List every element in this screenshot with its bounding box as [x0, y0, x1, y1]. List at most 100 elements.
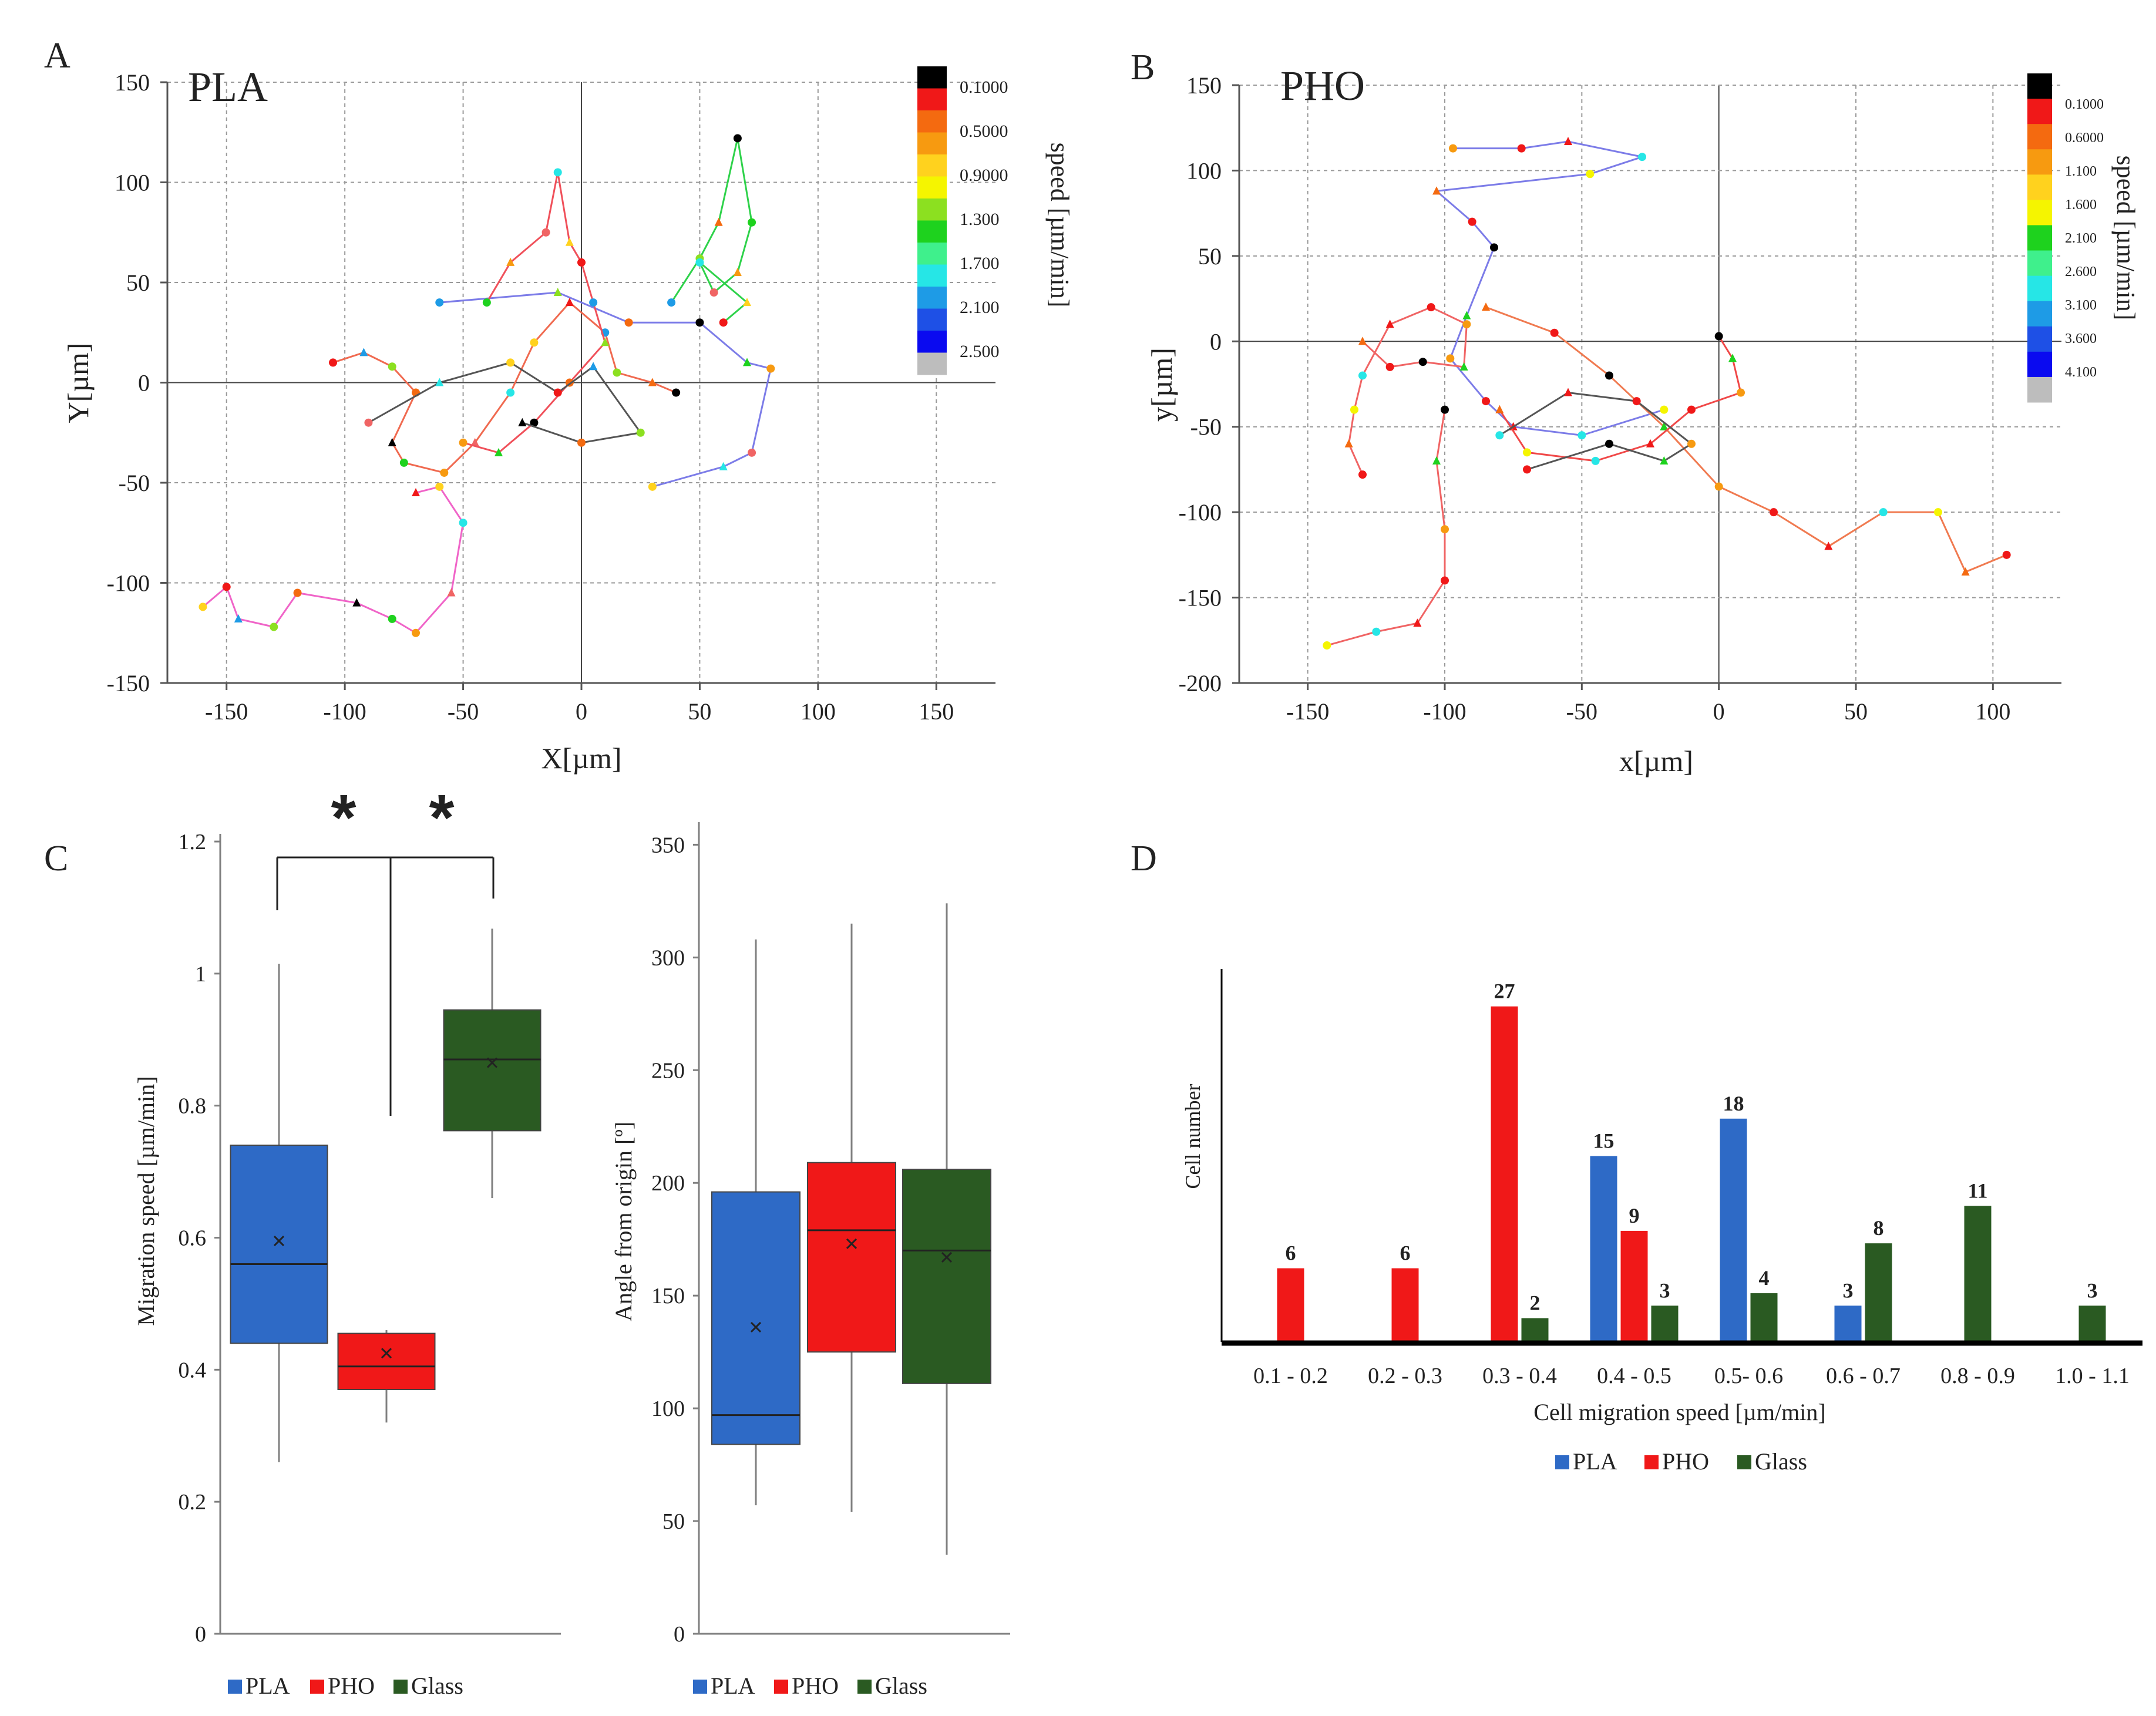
legend-label-glass: Glass: [1755, 1448, 1807, 1475]
track-point: [577, 258, 586, 267]
track-point: [388, 438, 396, 446]
legend-swatch-glass: [857, 1680, 872, 1694]
d-category-label: 0.8 - 0.9: [1940, 1364, 2015, 1388]
track-point: [1482, 302, 1490, 311]
bar-data-label: 6: [1400, 1241, 1411, 1265]
legend-swatch-pho: [310, 1680, 324, 1694]
d-y-axis-label: Cell number: [1181, 1084, 1205, 1189]
track-point: [530, 338, 539, 347]
colorbar-segment: [917, 308, 947, 331]
mean-marker: [750, 1321, 762, 1333]
track-point: [1523, 465, 1531, 474]
track-point: [470, 438, 479, 446]
colorbar-label: 2.100: [960, 298, 1000, 317]
track-point: [565, 237, 574, 246]
track-point: [1728, 354, 1737, 362]
track-point: [1446, 354, 1455, 363]
y-axis-label-b: y[µm]: [1145, 348, 1178, 422]
bar-glass: [1865, 1243, 1892, 1343]
track-point: [719, 318, 728, 327]
d-legend: PLA PHO Glass: [1555, 1448, 1807, 1475]
box-glass: [443, 1009, 541, 1132]
bar-glass: [1964, 1206, 1992, 1343]
track-point: [1358, 371, 1367, 380]
bar-data-label: 2: [1530, 1291, 1541, 1315]
track-point: [1427, 303, 1435, 312]
track-point: [1495, 431, 1504, 440]
colorbar-label: 0.1000: [960, 78, 1008, 97]
y-tick-label: 0.4: [179, 1358, 207, 1382]
angle-boxplot: 350 300 250 200 150 100 50 0 Angle from origin …: [610, 822, 1010, 1699]
colorbar-label: 0.5000: [960, 122, 1008, 141]
colorbar-segment: [2027, 351, 2052, 378]
track-point: [1714, 482, 1723, 491]
colorbar-label: 1.100: [2065, 164, 2097, 179]
colorbar-segment: [2027, 149, 2052, 175]
y-tick-label: 1: [195, 962, 206, 987]
track-point: [714, 217, 723, 226]
track-point: [1432, 456, 1441, 465]
track-point: [553, 388, 562, 397]
panel-letter-d: D: [1131, 839, 1157, 879]
track-point: [667, 298, 676, 307]
track-point: [766, 364, 775, 373]
track-point: [199, 603, 207, 611]
d-category-label: 0.4 - 0.5: [1597, 1364, 1671, 1388]
bar-data-label: 11: [1967, 1179, 1987, 1202]
track-point: [447, 588, 456, 597]
track-line: [1326, 409, 1446, 647]
d-category-label: 0.6 - 0.7: [1826, 1364, 1901, 1388]
x-tick-label: -50: [448, 698, 479, 725]
track-point: [719, 462, 728, 470]
track-point: [1432, 186, 1441, 195]
track-point: [1660, 422, 1669, 430]
track-point: [1441, 405, 1449, 414]
y-tick-label: 1.2: [179, 830, 207, 854]
colorbar-segment: [2027, 73, 2052, 99]
panel-title-b: PHO: [1280, 62, 1365, 109]
y-tick-label: 0: [674, 1622, 685, 1647]
track-point: [1737, 388, 1745, 397]
track-point: [1358, 337, 1367, 345]
track-point: [1605, 371, 1613, 380]
colorbar-segment: [2027, 124, 2052, 150]
track-point: [1714, 332, 1723, 341]
legend-label-pho: PHO: [1662, 1448, 1709, 1475]
colorbar-segment: [917, 132, 947, 155]
track-point: [553, 168, 562, 177]
significance-star-1: *: [331, 782, 356, 854]
track-point: [1385, 319, 1394, 328]
track-point: [1632, 397, 1641, 406]
mean-marker: [846, 1238, 857, 1249]
ticks-b: -150 -100 -50 0 50 100 150 100 50 0 -50 -100 -150 -20…: [1179, 72, 2011, 725]
track-point: [577, 438, 586, 447]
track-point: [672, 388, 681, 397]
speed-ticks: 1.2 1 0.8 0.6 0.4 0.2 0: [179, 830, 220, 1647]
bar-glass: [1750, 1293, 1778, 1343]
bar-data-label: 15: [1593, 1129, 1615, 1153]
bar-pho: [1277, 1268, 1304, 1343]
track-point: [613, 368, 621, 377]
colorbar-title-b: speed [µm/min]: [2111, 156, 2140, 321]
speed-boxplot: 1.2 1 0.8 0.6 0.4 0.2 0 Migration speed [µm/mi…: [133, 782, 561, 1699]
colorbar-label: 2.100: [2065, 231, 2097, 246]
track-point: [1418, 358, 1427, 366]
colorbar-segment: [2027, 225, 2052, 251]
y-tick-label: -150: [107, 670, 150, 697]
track-point: [1490, 243, 1498, 252]
angle-y-axis-label: Angle from origin [º]: [610, 1122, 637, 1321]
legend-swatch-glass: [1737, 1455, 1751, 1469]
colorbar-title-a: speed [µm/min]: [1045, 143, 1074, 308]
x-tick-label: 150: [919, 698, 954, 725]
y-tick-label: 0.8: [179, 1094, 207, 1119]
colorbar-segment: [2027, 200, 2052, 226]
y-tick-label: 100: [1186, 157, 1222, 184]
y-tick-label: -50: [119, 470, 150, 496]
panel-letter-b: B: [1131, 48, 1155, 88]
track-point: [748, 218, 756, 227]
d-category-label: 1.0 - 1.1: [2055, 1364, 2130, 1388]
legend-label-pla: PLA: [245, 1673, 290, 1699]
track-point: [541, 228, 550, 237]
track-point: [648, 378, 657, 386]
y-axis-label-a: Y[µm]: [62, 342, 95, 423]
